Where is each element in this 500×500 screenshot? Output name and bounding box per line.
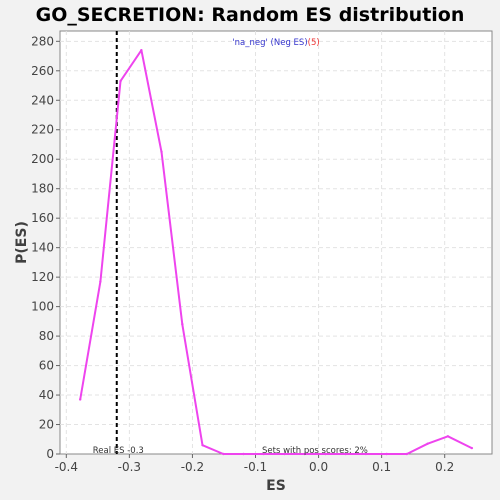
x-tick-label: -0.3 (118, 460, 141, 474)
series-point (160, 150, 163, 154)
legend-main: 'na_neg' (Neg ES) (232, 38, 307, 48)
y-tick-label: 160 (31, 211, 54, 225)
y-tick-label: 200 (31, 152, 54, 166)
series-point (262, 452, 265, 456)
y-tick-label: 60 (39, 359, 54, 373)
series-line (79, 49, 473, 455)
x-tick-labels: -0.4 -0.3 -0.2 -0.1 0.0 0.1 0.2 (55, 460, 455, 474)
series-point (405, 452, 409, 456)
series-point (426, 442, 429, 445)
grid (60, 31, 492, 454)
series-point (242, 452, 245, 456)
x-tick-label: -0.2 (181, 460, 204, 474)
chart-title: GO_SECRETION: Random ES distribution (36, 4, 465, 26)
y-tick-label: 0 (46, 447, 54, 461)
x-axis-label: ES (266, 478, 286, 494)
x-tick-label: 0.2 (435, 460, 454, 474)
series-point (324, 452, 327, 456)
series-points (78, 48, 474, 456)
x-tick-label: 0.1 (372, 460, 391, 474)
y-tick-label: 180 (31, 182, 54, 196)
y-tick-label: 80 (39, 329, 54, 343)
y-tick-label: 100 (31, 300, 54, 314)
x-tick-label: -0.4 (55, 460, 78, 474)
y-axis-label: P(ES) (14, 221, 30, 264)
y-tick-label: 240 (31, 93, 54, 107)
series-point (344, 452, 347, 456)
series-point (385, 452, 388, 456)
series-point (222, 452, 225, 456)
pos-scores-annotation: Sets with pos scores: 2% (262, 446, 368, 456)
legend: 'na_neg' (Neg ES)(5) (232, 38, 319, 48)
y-tick-label: 280 (31, 34, 54, 48)
y-tick-label: 40 (39, 388, 54, 402)
series-point (99, 280, 102, 283)
series-point (78, 398, 82, 401)
y-tick-labels: 0 20 40 60 80 100 120 140 160 180 200 220 240 260 280 (31, 34, 54, 461)
series-point (303, 452, 306, 456)
tick-marks (56, 40, 446, 458)
series-point (119, 79, 122, 83)
series-point (364, 452, 368, 456)
series-point (181, 323, 184, 326)
y-tick-label: 120 (31, 270, 54, 284)
x-tick-label: -0.1 (244, 460, 267, 474)
series-point (201, 443, 204, 447)
plot-area (59, 30, 493, 455)
y-tick-label: 220 (31, 123, 54, 137)
legend-suffix: (5) (308, 38, 320, 48)
y-tick-label: 260 (31, 64, 54, 78)
real-es-label: Real ES -0.3 (93, 446, 144, 456)
series-point (140, 48, 143, 52)
y-tick-label: 140 (31, 241, 54, 255)
series-point (470, 446, 474, 450)
x-tick-label: 0.0 (309, 460, 328, 474)
series-point (283, 452, 286, 456)
series-point (446, 435, 450, 438)
y-tick-label: 20 (39, 418, 54, 432)
